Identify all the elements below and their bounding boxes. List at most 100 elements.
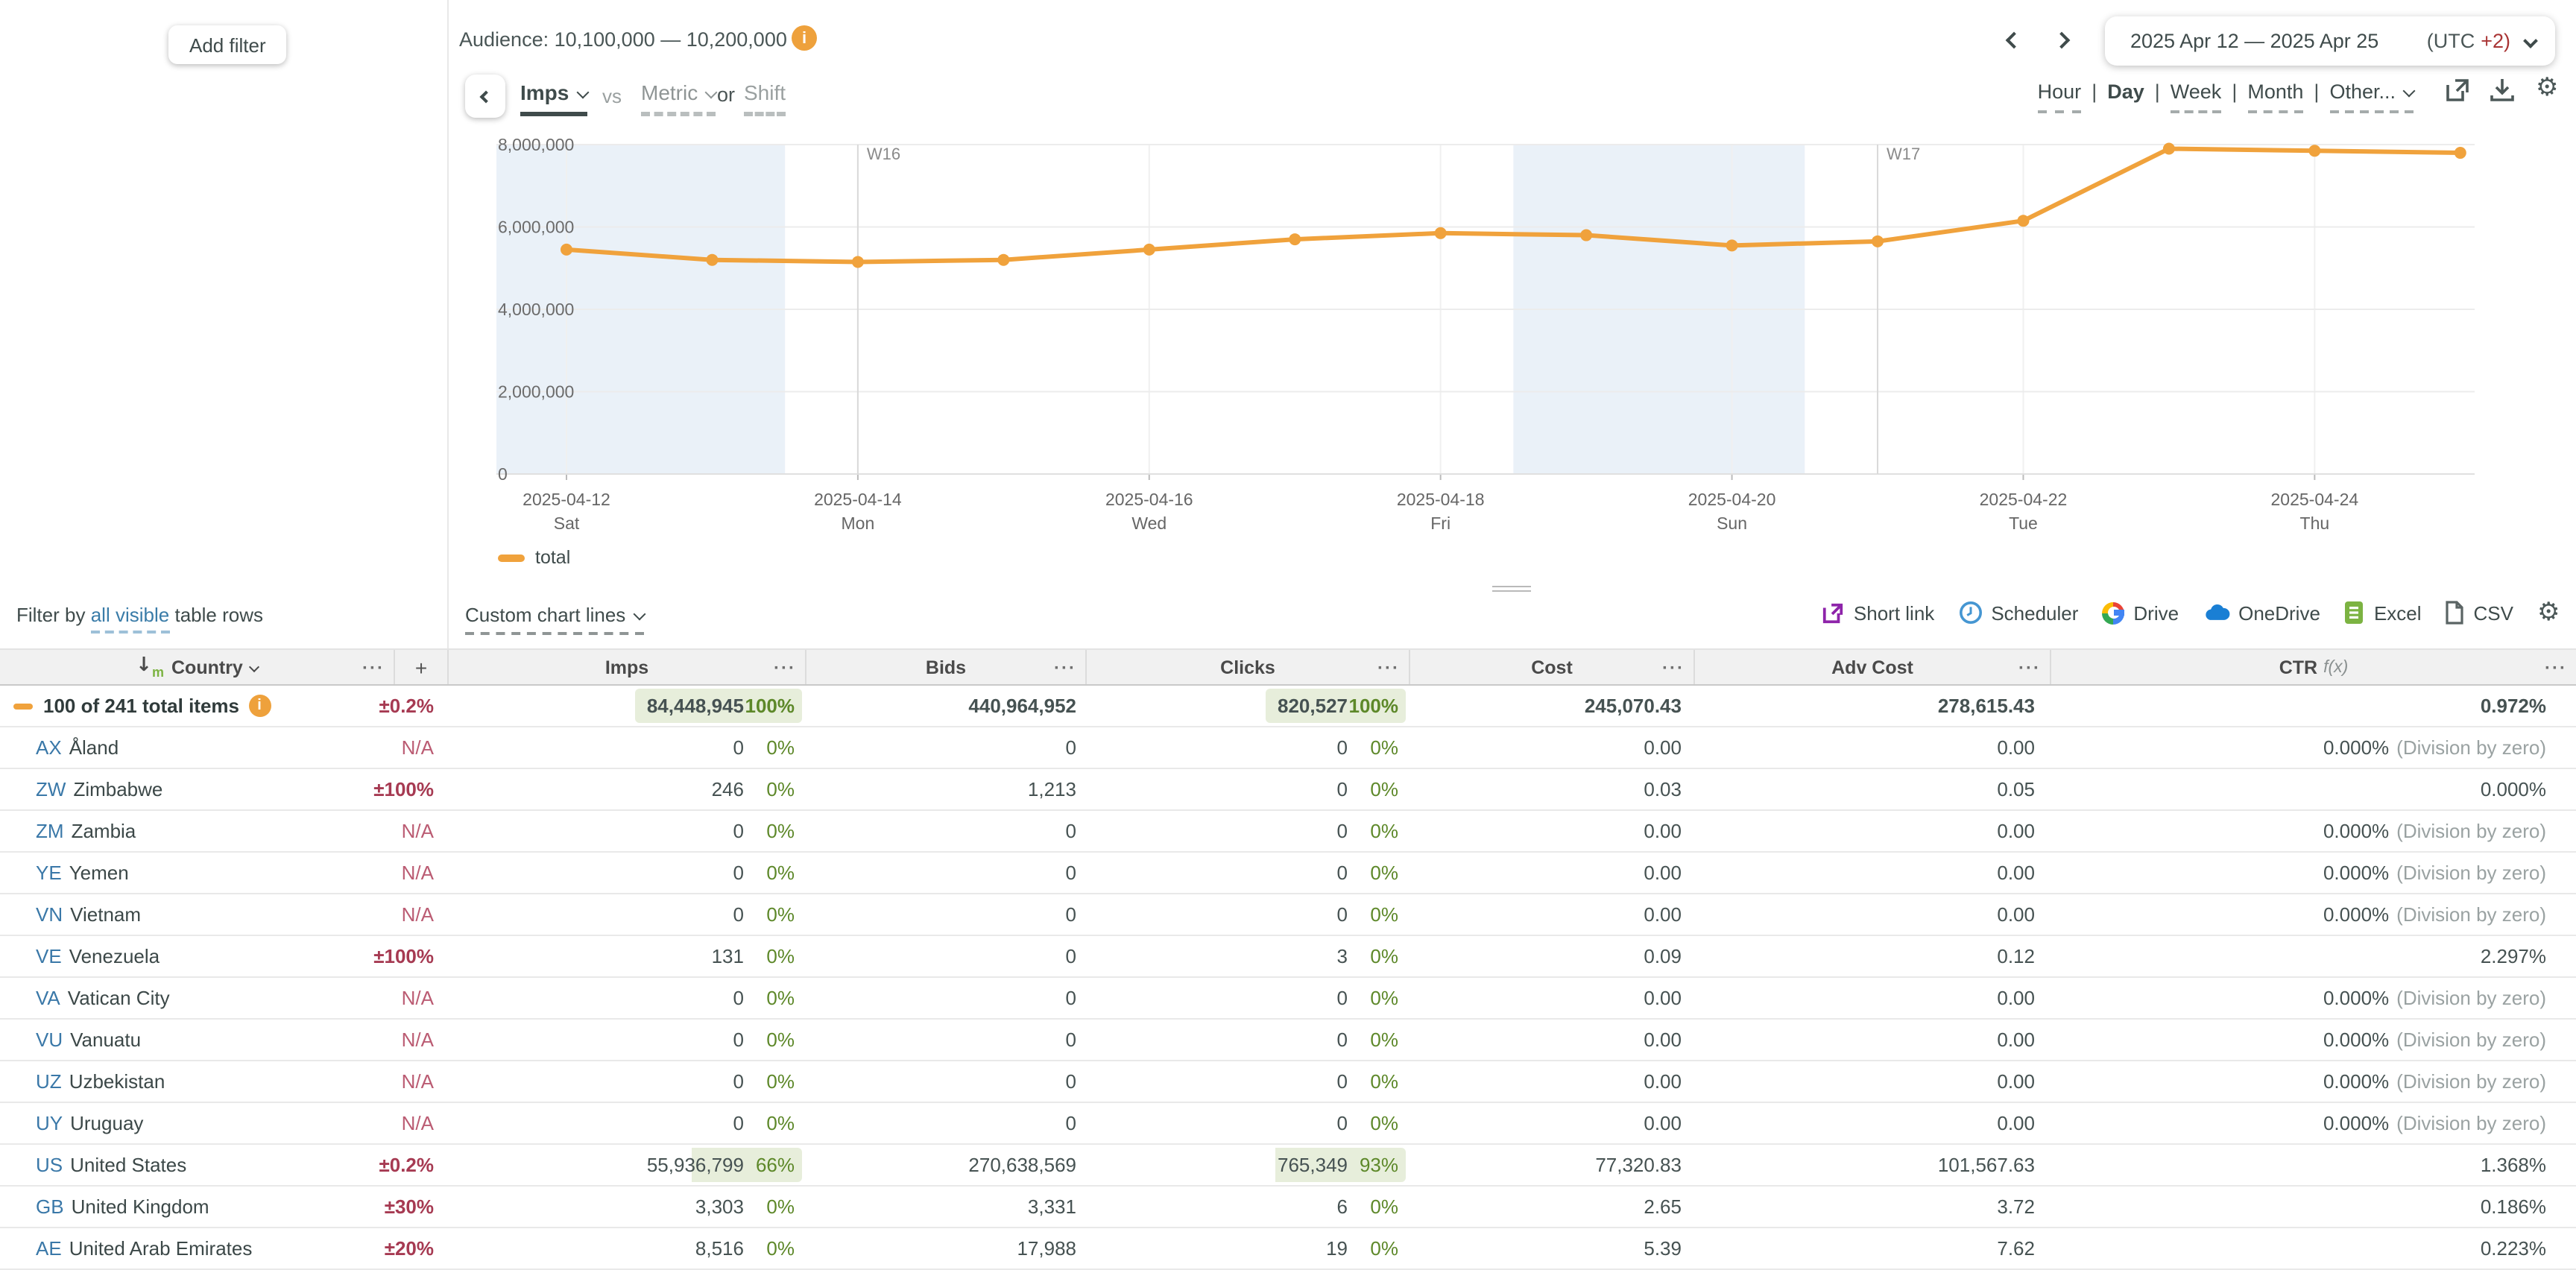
table-row[interactable]: AE United Arab Emirates ±20% 8,516 0% 17,988 1…	[0, 1228, 2576, 1270]
table-row[interactable]: UY Uruguay N/A 0 0% 0 0 0% 0.00 0.00 0.000% (Divisi…	[0, 1103, 2576, 1145]
add-column-button[interactable]: +	[394, 650, 447, 684]
column-header-clicks[interactable]: Clicks ···	[1085, 650, 1409, 684]
column-header-ctr[interactable]: CTR f(x) ···	[2050, 650, 2576, 684]
column-menu-icon[interactable]: ···	[1662, 657, 1685, 677]
collapse-chart-button[interactable]	[465, 75, 505, 118]
all-visible-link[interactable]: all visible	[90, 604, 170, 634]
date-prev-button[interactable]	[2001, 28, 2027, 52]
drive-export-button[interactable]: Drive	[2102, 601, 2179, 624]
cell-ctr: 0.000% (Division by zero)	[2050, 1103, 2576, 1143]
data-point[interactable]	[1580, 229, 1593, 241]
column-menu-icon[interactable]: ···	[2545, 657, 2567, 677]
granularity-hour[interactable]: Hour	[2037, 80, 2082, 113]
cell-bids: 0	[805, 1020, 1085, 1060]
table-row[interactable]: ZW Zimbabwe ±100% 246 0% 1,213 0 0% 0.03 0.05 0.00…	[0, 769, 2576, 811]
column-menu-icon[interactable]: ···	[362, 657, 385, 677]
data-point[interactable]	[2162, 142, 2175, 155]
x-axis-tick-label: 2025-04-24	[2271, 490, 2359, 509]
download-icon[interactable]	[2490, 78, 2516, 104]
utc-label: (UTC	[2426, 30, 2475, 52]
column-header-imps[interactable]: Imps ···	[447, 650, 805, 684]
add-filter-button[interactable]: Add filter	[168, 25, 287, 64]
cell-country: VE Venezuela ±100%	[0, 936, 447, 976]
audience-info-icon[interactable]: i	[792, 25, 817, 51]
info-icon[interactable]: i	[248, 695, 271, 717]
country-code-link[interactable]: AX	[36, 736, 62, 759]
open-in-new-icon[interactable]	[2445, 78, 2472, 104]
chart-resize-handle[interactable]	[1492, 581, 1531, 595]
table-row[interactable]: VA Vatican City N/A 0 0% 0 0 0% 0.00 0.00 0.000% (D…	[0, 978, 2576, 1020]
country-code-link[interactable]: UY	[36, 1112, 63, 1134]
data-point[interactable]	[2308, 145, 2321, 157]
country-code-link[interactable]: UZ	[36, 1070, 62, 1093]
data-point[interactable]	[1872, 235, 1884, 247]
column-menu-icon[interactable]: ···	[1054, 657, 1076, 677]
country-code-link[interactable]: GB	[36, 1195, 64, 1218]
data-point[interactable]	[561, 243, 572, 256]
cell-clicks: 0 0%	[1085, 894, 1409, 935]
granularity-week[interactable]: Week	[2170, 80, 2222, 113]
table-row[interactable]: ZM Zambia N/A 0 0% 0 0 0% 0.00 0.00 0.000% (Divisio…	[0, 811, 2576, 853]
column-header-cost[interactable]: Cost ···	[1409, 650, 1693, 684]
country-code-link[interactable]: VA	[36, 987, 60, 1009]
data-point[interactable]	[1143, 243, 1155, 256]
metric-value: 0.000%	[2323, 903, 2390, 926]
chart-settings-gear-icon[interactable]: ⚙	[2536, 73, 2559, 103]
country-code-link[interactable]: YE	[36, 862, 62, 884]
onedrive-export-button[interactable]: OneDrive	[2203, 601, 2320, 624]
scheduler-button[interactable]: Scheduler	[1958, 601, 2078, 625]
date-next-button[interactable]	[2048, 28, 2075, 52]
primary-metric-selector[interactable]: Imps	[520, 80, 589, 116]
country-code-link[interactable]: ZM	[36, 820, 64, 842]
data-point[interactable]	[851, 256, 864, 268]
sort-icon[interactable]: ↓m	[136, 654, 164, 680]
time-series-chart[interactable]: 2025-04-12 Sat 2025-04-14 Mon 2025-04-16 Wed 2…	[0, 0, 2576, 596]
table-row[interactable]: 100 of 241 total items i ±0.2% 84,448,945 10…	[0, 686, 2576, 727]
shift-toggle[interactable]: Shift	[744, 80, 786, 116]
column-header-adv-cost[interactable]: Adv Cost ···	[1693, 650, 2050, 684]
table-row[interactable]: GB United Kingdom ±30% 3,303 0% 3,331 6 0% 2.65 3…	[0, 1187, 2576, 1228]
date-range-picker[interactable]: 2025 Apr 12 — 2025 Apr 25 (UTC +2)	[2105, 16, 2555, 66]
table-row[interactable]: US United States ±0.2% 55,936,799 66% 270,638…	[0, 1145, 2576, 1187]
table-row[interactable]: UZ Uzbekistan N/A 0 0% 0 0 0% 0.00 0.00 0.000% (Div…	[0, 1061, 2576, 1103]
country-code-link[interactable]: AE	[36, 1237, 62, 1260]
granularity-day[interactable]: Day	[2107, 80, 2144, 103]
chart-legend[interactable]: total	[498, 547, 570, 568]
granularity-other[interactable]: Other...	[2329, 80, 2416, 113]
data-point[interactable]	[706, 253, 719, 266]
cell-country: AX Åland N/A	[0, 727, 447, 768]
metric-value: 0.05	[1997, 778, 2035, 800]
column-menu-icon[interactable]: ···	[774, 657, 796, 677]
column-menu-icon[interactable]: ···	[2018, 657, 2041, 677]
column-menu-icon[interactable]: ···	[1377, 657, 1400, 677]
table-row[interactable]: AX Åland N/A 0 0% 0 0 0% 0.00 0.00 0.000% (Division…	[0, 727, 2576, 769]
granularity-month[interactable]: Month	[2247, 80, 2304, 113]
short-link-button[interactable]: Short link	[1822, 601, 1934, 624]
country-code-link[interactable]: VU	[36, 1029, 63, 1051]
table-row[interactable]: YE Yemen N/A 0 0% 0 0 0% 0.00 0.00 0.000% (Division…	[0, 853, 2576, 894]
country-code-link[interactable]: ZW	[36, 778, 66, 800]
country-code-link[interactable]: VN	[36, 903, 63, 926]
secondary-metric-selector[interactable]: Metric	[641, 80, 718, 116]
data-point[interactable]	[997, 253, 1010, 266]
data-point[interactable]	[1726, 239, 1738, 252]
excel-export-button[interactable]: Excel	[2344, 601, 2422, 625]
csv-export-button[interactable]: CSV	[2446, 601, 2513, 625]
share-percent: 100%	[1348, 695, 1399, 717]
data-point[interactable]	[2454, 147, 2466, 159]
data-point[interactable]	[1434, 227, 1447, 239]
data-point[interactable]	[2017, 215, 2030, 227]
table-settings-gear-icon[interactable]: ⚙	[2537, 598, 2560, 628]
country-code-link[interactable]: VE	[36, 945, 62, 967]
column-header-country[interactable]: ↓m Country ···	[136, 654, 385, 680]
value-with-share: 0 0%	[1325, 1023, 1406, 1057]
series-line-total[interactable]	[564, 146, 2463, 265]
data-point[interactable]	[1289, 233, 1301, 246]
column-header-bids[interactable]: Bids ···	[805, 650, 1085, 684]
x-axis-weekday-label: Tue	[2009, 514, 2038, 533]
table-row[interactable]: VE Venezuela ±100% 131 0% 0 3 0% 0.09 0.12 2.297%	[0, 936, 2576, 978]
country-code-link[interactable]: US	[36, 1154, 63, 1176]
table-row[interactable]: VN Vietnam N/A 0 0% 0 0 0% 0.00 0.00 0.000% (Divisi…	[0, 894, 2576, 936]
table-row[interactable]: VU Vanuatu N/A 0 0% 0 0 0% 0.00 0.00 0.000% (Divisi…	[0, 1020, 2576, 1061]
custom-chart-lines-selector[interactable]: Custom chart lines	[465, 604, 645, 635]
